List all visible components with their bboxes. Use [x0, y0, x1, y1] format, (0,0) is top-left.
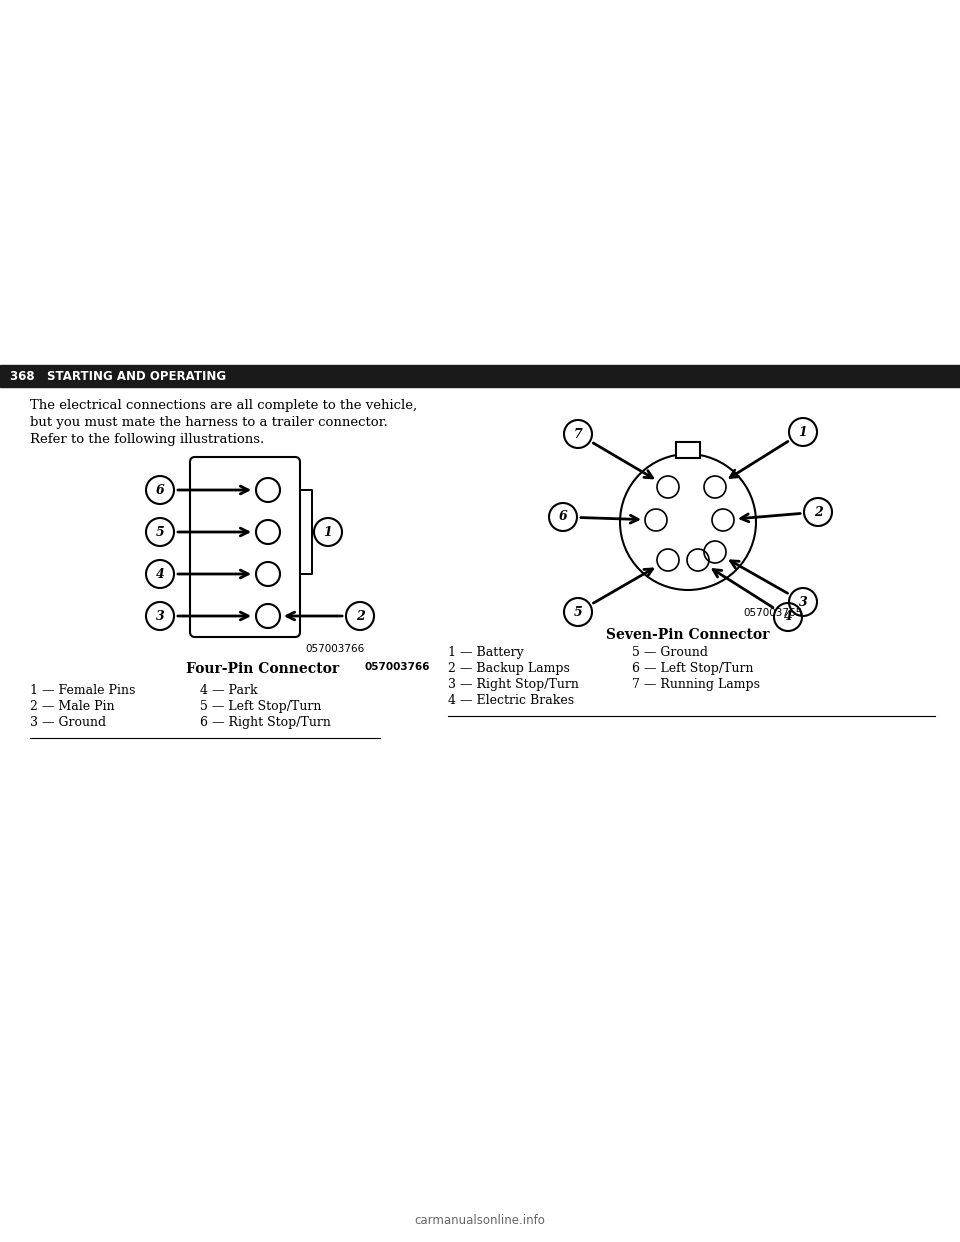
Text: 5 — Ground: 5 — Ground	[632, 646, 708, 660]
Text: 5: 5	[156, 525, 164, 539]
Text: Four-Pin Connector: Four-Pin Connector	[186, 662, 340, 676]
Text: 3 — Right Stop/Turn: 3 — Right Stop/Turn	[448, 678, 579, 691]
Text: 2 — Backup Lamps: 2 — Backup Lamps	[448, 662, 570, 674]
Text: 2: 2	[355, 610, 365, 622]
Text: 1: 1	[324, 525, 332, 539]
Text: 6: 6	[559, 510, 567, 523]
Text: 1 — Battery: 1 — Battery	[448, 646, 524, 660]
Text: 1 — Female Pins: 1 — Female Pins	[30, 684, 135, 697]
Text: 6 — Right Stop/Turn: 6 — Right Stop/Turn	[200, 715, 331, 729]
Text: 057003765: 057003765	[744, 609, 803, 619]
Text: 1: 1	[799, 426, 807, 438]
Text: 2: 2	[814, 505, 823, 518]
Text: 2 — Male Pin: 2 — Male Pin	[30, 700, 114, 713]
Text: 3: 3	[156, 610, 164, 622]
Text: 4 — Park: 4 — Park	[200, 684, 257, 697]
Text: 057003766: 057003766	[305, 645, 365, 655]
Text: 6: 6	[156, 483, 164, 497]
Text: 3: 3	[799, 595, 807, 609]
Text: 7: 7	[574, 427, 583, 441]
Bar	[0, 365, 960, 388]
FancyBboxPatch shape	[190, 457, 300, 637]
Text: 7 — Running Lamps: 7 — Running Lamps	[632, 678, 760, 691]
Text: 368   STARTING AND OPERATING: 368 STARTING AND OPERATING	[10, 370, 227, 383]
Text: 4: 4	[156, 568, 164, 580]
Text: Seven-Pin Connector: Seven-Pin Connector	[607, 628, 770, 642]
Text: The electrical connections are all complete to the vehicle,: The electrical connections are all compl…	[30, 399, 418, 412]
Text: but you must mate the harness to a trailer connector.: but you must mate the harness to a trail…	[30, 416, 388, 428]
Text: 057003766: 057003766	[365, 662, 430, 672]
Text: 4 — Electric Brakes: 4 — Electric Brakes	[448, 694, 574, 707]
Text: carmanualsonline.info: carmanualsonline.info	[415, 1213, 545, 1227]
Bar	[676, 442, 700, 458]
Text: 4: 4	[783, 611, 792, 623]
Text: 6 — Left Stop/Turn: 6 — Left Stop/Turn	[632, 662, 754, 674]
Text: Refer to the following illustrations.: Refer to the following illustrations.	[30, 433, 264, 446]
Text: 5: 5	[574, 606, 583, 619]
Text: 5 — Left Stop/Turn: 5 — Left Stop/Turn	[200, 700, 322, 713]
Text: 3 — Ground: 3 — Ground	[30, 715, 107, 729]
